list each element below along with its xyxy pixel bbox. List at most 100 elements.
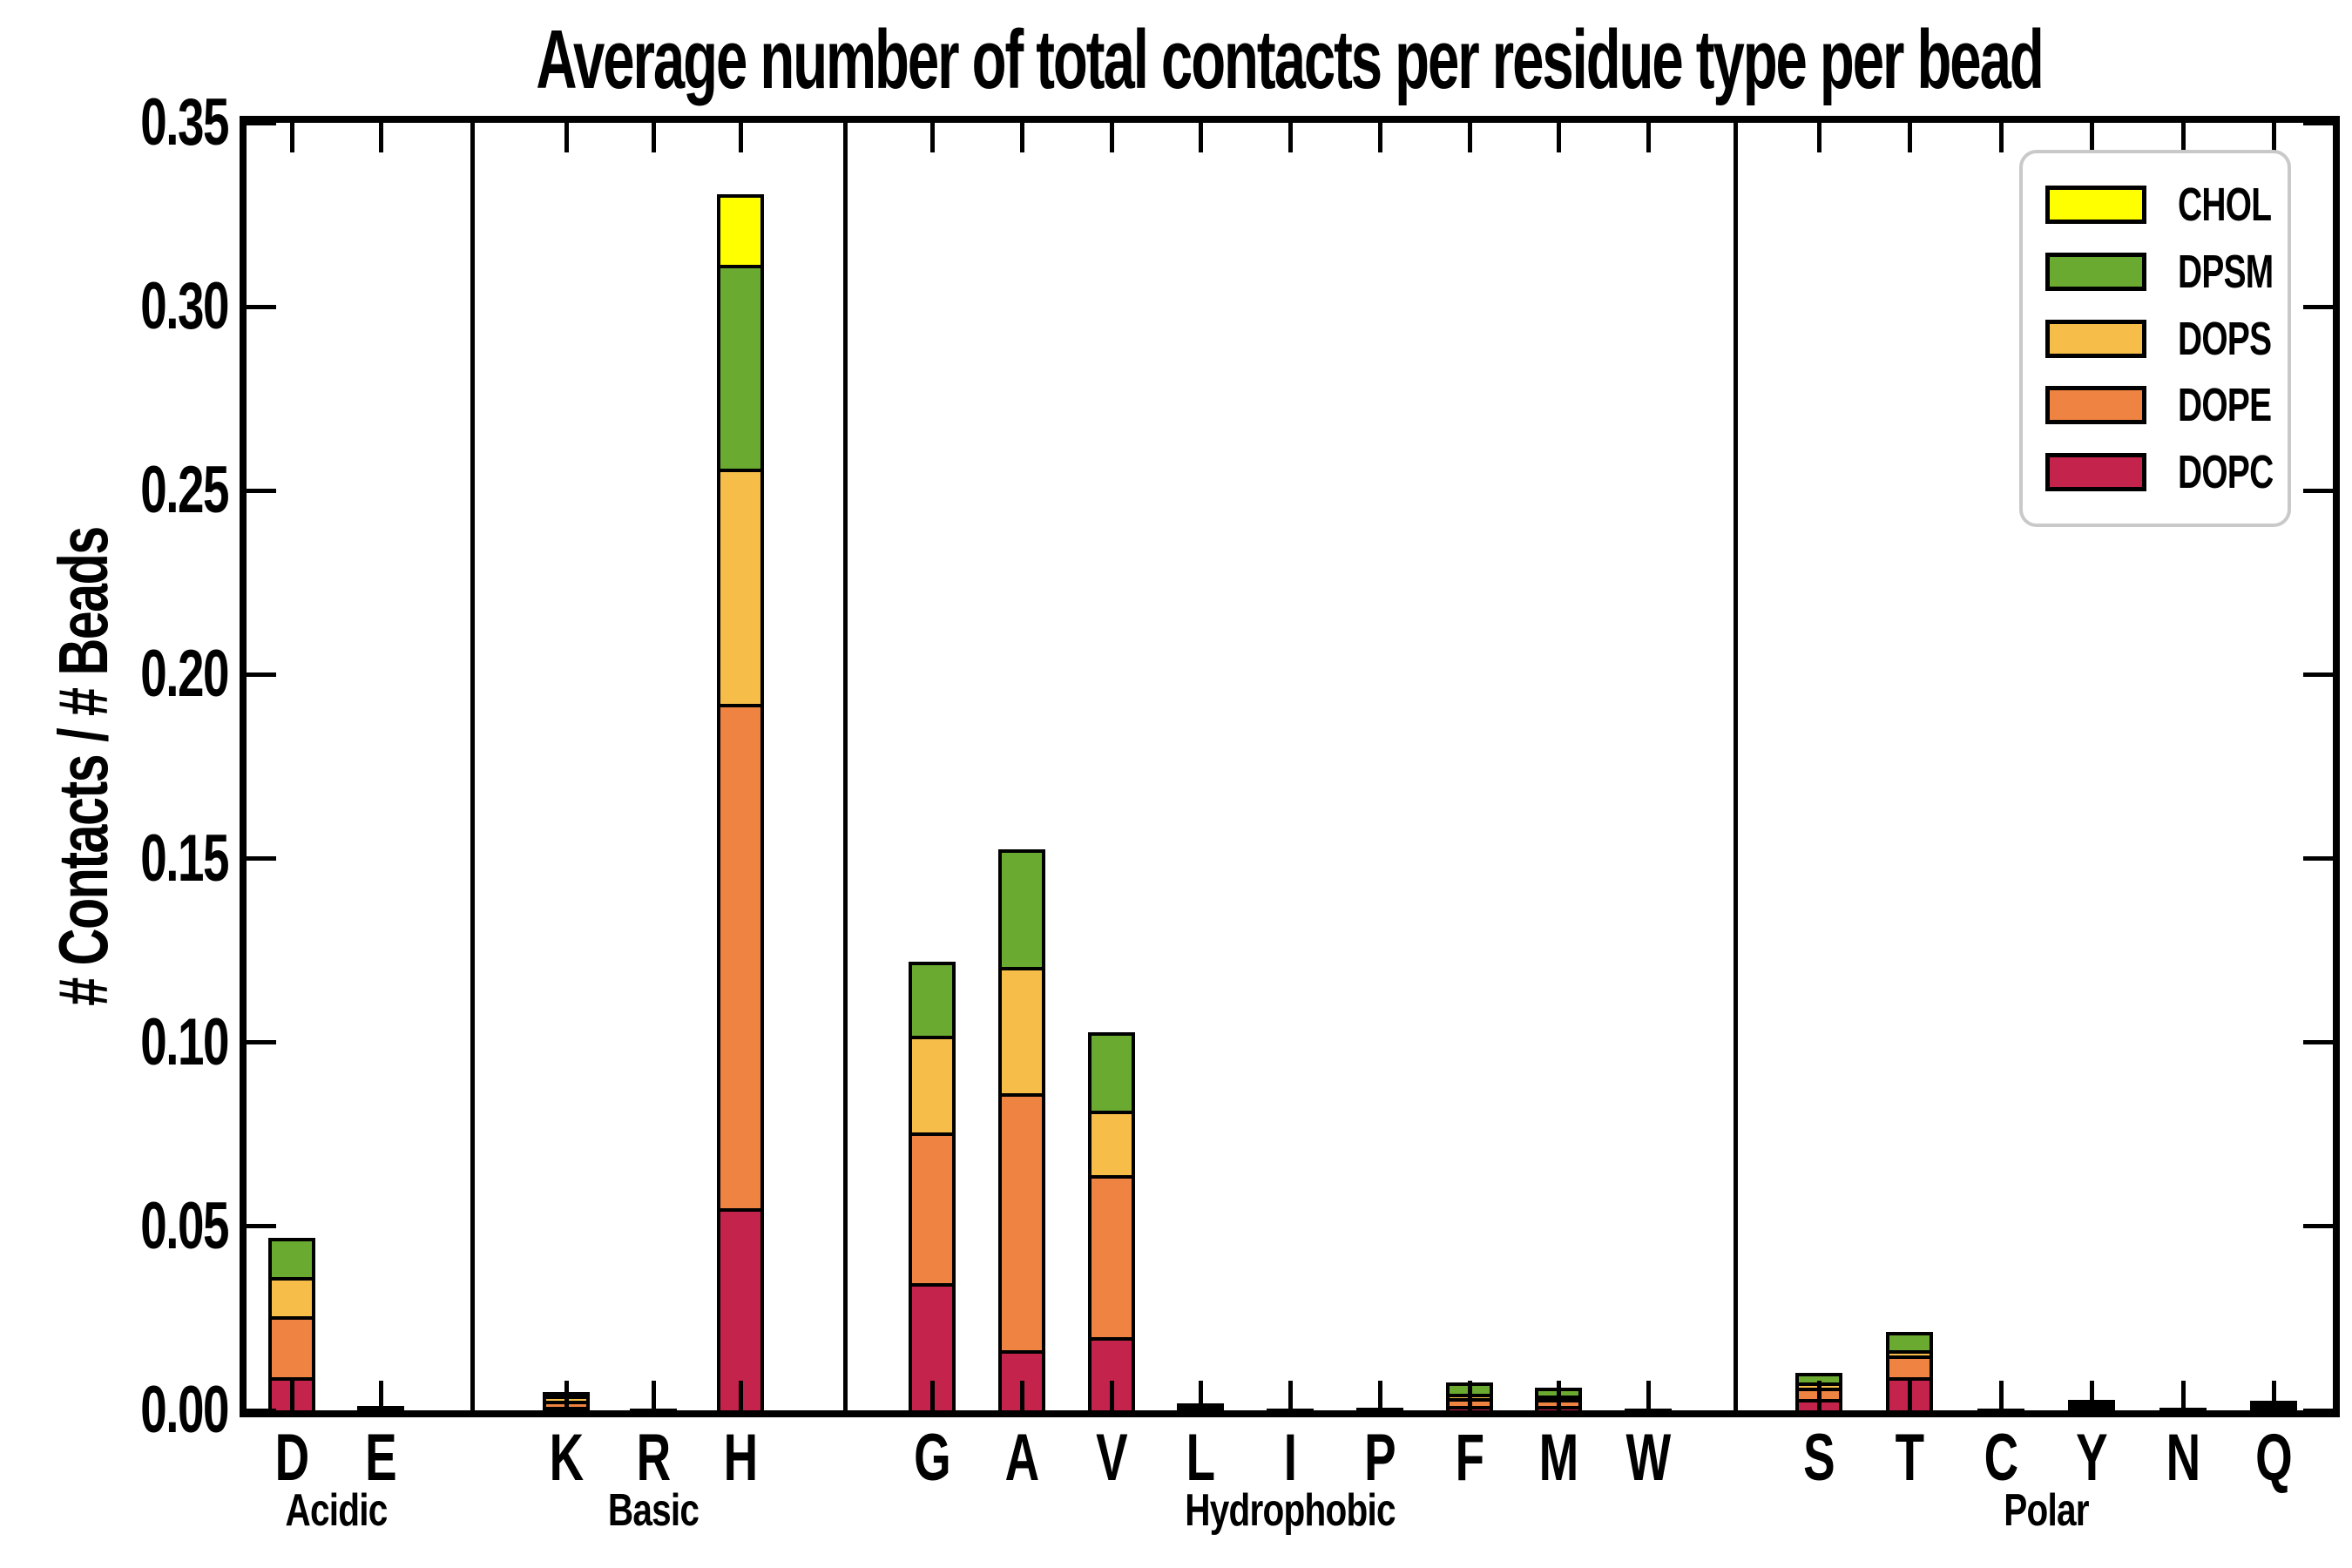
x-tick-top (2089, 123, 2094, 152)
x-tick-label-N: N (2166, 1421, 2201, 1495)
bar-V-DOPC (1088, 1336, 1135, 1410)
x-tick-bottom (1198, 1381, 1203, 1410)
x-tick-bottom (1288, 1381, 1293, 1410)
x-tick-label-T: T (1895, 1421, 1924, 1495)
x-tick-bottom (1907, 1381, 1912, 1410)
bar-G-DPSM (909, 961, 956, 1036)
x-tick-label-Q: Q (2255, 1421, 2293, 1495)
x-tick-bottom (378, 1381, 383, 1410)
x-tick-label-P: P (1364, 1421, 1396, 1495)
plot-area (247, 120, 2333, 1413)
y-tick-right (2303, 1040, 2333, 1045)
group-label-polar: Polar (2004, 1485, 2089, 1536)
y-tick-label: 0.10 (140, 1004, 229, 1079)
legend-label: DOPS (2178, 312, 2272, 365)
legend-item-dpsm: DPSM (2045, 246, 2288, 298)
y-tick-left (247, 488, 276, 493)
y-tick-left (247, 856, 276, 862)
bar-A-DOPS (998, 967, 1045, 1093)
y-tick-left (247, 120, 276, 125)
y-tick-label: 0.30 (140, 269, 229, 344)
y-tick-right (2303, 1408, 2333, 1413)
y-tick-right (2303, 304, 2333, 309)
x-tick-bottom (564, 1381, 569, 1410)
x-tick-label-M: M (1538, 1421, 1579, 1495)
bar-V-DOPE (1088, 1174, 1135, 1337)
x-tick-bottom (1556, 1381, 1561, 1410)
y-tick-left (247, 304, 276, 309)
group-label-basic: Basic (607, 1485, 700, 1536)
y-tick-left (247, 1408, 276, 1413)
bar-H-DOPE (717, 704, 764, 1208)
bar-H-DOPC (717, 1207, 764, 1410)
group-separator (1733, 123, 1738, 1410)
legend-item-dopc: DOPC (2045, 446, 2288, 498)
legend-item-chol: CHOL (2045, 179, 2288, 231)
y-tick-right (2303, 1224, 2333, 1229)
bar-H-DPSM (717, 264, 764, 469)
x-tick-top (1998, 123, 2004, 152)
bar-A-DPSM (998, 848, 1045, 968)
x-tick-bottom (1816, 1381, 1821, 1410)
y-tick-right (2303, 672, 2333, 677)
x-tick-top (1198, 123, 1203, 152)
x-tick-top (378, 123, 383, 152)
bar-G-DOPE (909, 1132, 956, 1284)
legend-swatch-dopc (2045, 453, 2146, 491)
x-tick-label-D: D (274, 1421, 310, 1495)
bar-T-DOPS (1886, 1349, 1933, 1355)
x-tick-bottom (1109, 1381, 1114, 1410)
x-tick-bottom (2089, 1381, 2094, 1410)
x-tick-bottom (651, 1381, 656, 1410)
legend-label: CHOL (2178, 179, 2272, 231)
x-tick-top (929, 123, 935, 152)
x-tick-label-F: F (1455, 1421, 1484, 1495)
x-tick-top (2271, 123, 2276, 152)
legend-swatch-dops (2045, 319, 2146, 358)
y-tick-right (2303, 488, 2333, 493)
bar-T-DOPE (1886, 1355, 1933, 1377)
x-tick-bottom (1646, 1381, 1651, 1410)
x-tick-bottom (1467, 1381, 1472, 1410)
legend: CHOL DPSM DOPS DOPE DOPC (2019, 150, 2291, 527)
y-tick-label: 0.00 (140, 1373, 229, 1447)
x-tick-top (2180, 123, 2186, 152)
x-tick-label-W: W (1625, 1421, 1672, 1495)
x-tick-label-A: A (1004, 1421, 1040, 1495)
x-tick-label-I: I (1283, 1421, 1297, 1495)
y-tick-right (2303, 120, 2333, 125)
legend-label: DOPE (2178, 379, 2272, 432)
x-tick-top (1377, 123, 1382, 152)
y-tick-label: 0.05 (140, 1188, 229, 1263)
x-tick-label-Y: Y (2076, 1421, 2108, 1495)
x-tick-bottom (1377, 1381, 1382, 1410)
x-tick-label-V: V (1096, 1421, 1128, 1495)
y-tick-label: 0.15 (140, 821, 229, 896)
x-tick-label-C: C (1984, 1421, 2019, 1495)
bar-G-DOPS (909, 1035, 956, 1133)
legend-swatch-chol (2045, 186, 2146, 224)
x-tick-top (1816, 123, 1821, 152)
bar-H-DOPS (717, 468, 764, 705)
bar-D-DOPS (268, 1277, 315, 1317)
legend-swatch-dope (2045, 386, 2146, 425)
bar-A-DOPE (998, 1093, 1045, 1350)
x-tick-bottom (1019, 1381, 1024, 1410)
x-tick-label-R: R (636, 1421, 672, 1495)
bar-H-CHOL (717, 194, 764, 265)
x-tick-top (289, 123, 294, 152)
x-tick-bottom (2271, 1381, 2276, 1410)
x-tick-label-S: S (1803, 1421, 1835, 1495)
legend-label: DOPC (2178, 446, 2274, 498)
bar-S-DPSM (1795, 1372, 1842, 1383)
bar-V-DOPS (1088, 1111, 1135, 1175)
group-separator (470, 123, 475, 1410)
x-tick-top (1288, 123, 1293, 152)
x-tick-bottom (2180, 1381, 2186, 1410)
x-tick-top (1556, 123, 1561, 152)
x-tick-top (738, 123, 743, 152)
legend-item-dope: DOPE (2045, 379, 2288, 432)
legend-swatch-dpsm (2045, 252, 2146, 291)
x-tick-bottom (1998, 1381, 2004, 1410)
